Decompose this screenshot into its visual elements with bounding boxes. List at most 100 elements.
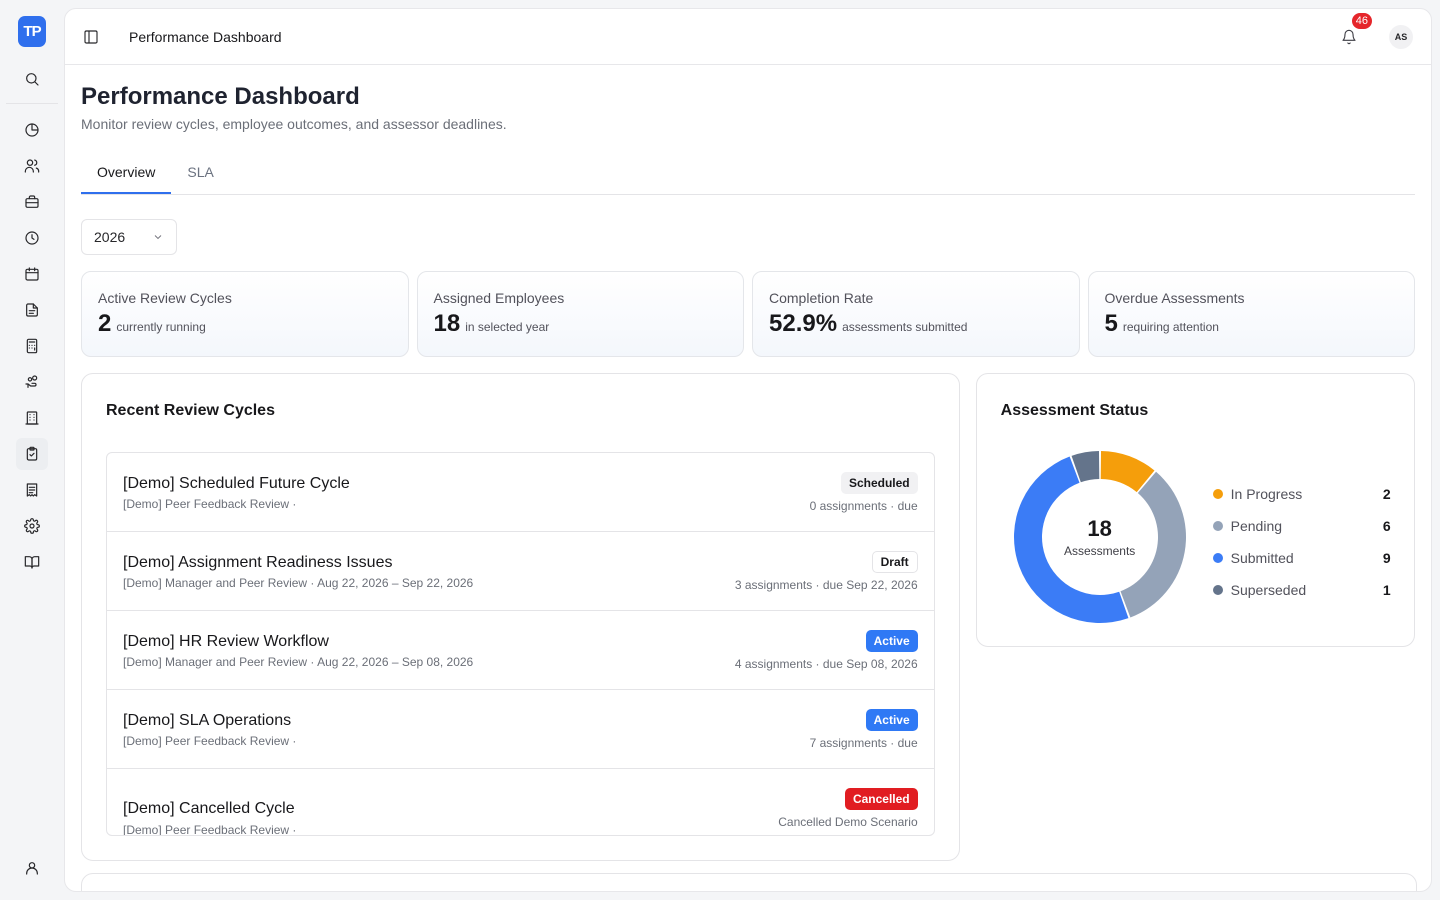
list-item[interactable]: [Demo] HR Review Workflow [Demo] Manager… xyxy=(107,611,934,690)
page-title: Performance Dashboard xyxy=(81,83,360,110)
cycle-name: [Demo] HR Review Workflow xyxy=(123,633,329,650)
settings-icon[interactable] xyxy=(16,510,48,542)
stat-card-completion-rate: Completion Rate 52.9% assessments submitt… xyxy=(752,271,1080,357)
legend-label: Submitted xyxy=(1230,550,1294,566)
stat-desc: in selected year xyxy=(465,320,550,334)
users-icon[interactable] xyxy=(16,150,48,182)
receipt-icon[interactable] xyxy=(16,474,48,506)
legend-dot xyxy=(1212,489,1223,499)
cycle-assignments: 3 assignments · due Sep 22, 2026 xyxy=(734,578,918,592)
cycle-meta: [Demo] Peer Feedback Review · xyxy=(123,823,297,836)
calculator-icon[interactable] xyxy=(16,330,48,362)
stat-value: 5 xyxy=(1104,310,1118,337)
user-profile-icon[interactable] xyxy=(16,852,48,884)
cycle-assignments: 0 assignments · due xyxy=(809,499,918,513)
donut-center: 18 Assessments xyxy=(1013,450,1187,624)
stat-desc: requiring attention xyxy=(1122,320,1219,334)
stat-label: Completion Rate xyxy=(769,290,874,306)
stat-label: Overdue Assessments xyxy=(1104,290,1245,306)
stat-label: Assigned Employees xyxy=(433,290,565,306)
tab-bar: Overview SLA xyxy=(81,151,1415,195)
search-icon[interactable] xyxy=(16,63,48,95)
clipboard-check-icon[interactable] xyxy=(16,438,48,470)
stat-value: 52.9% xyxy=(769,310,838,337)
status-badge: Active xyxy=(865,630,918,652)
donut-slice-pending[interactable] xyxy=(1120,471,1186,618)
legend-value: 6 xyxy=(1382,518,1391,534)
topbar-title: Performance Dashboard xyxy=(129,28,282,45)
cycle-name: [Demo] SLA Operations xyxy=(123,712,292,729)
legend-item: Submitted 9 xyxy=(1212,542,1391,574)
bell-icon[interactable] xyxy=(1339,27,1359,47)
stat-desc: assessments submitted xyxy=(842,320,968,334)
donut-chart: 18 Assessments xyxy=(1013,450,1187,624)
assessment-status-card: Assessment Status 18 Assessments In Prog… xyxy=(975,373,1415,647)
list-item[interactable]: [Demo] Cancelled Cycle [Demo] Peer Feedb… xyxy=(107,769,934,836)
page-subtitle: Monitor review cycles, employee outcomes… xyxy=(81,116,507,132)
cycle-meta: [Demo] Manager and Peer Review · Aug 22,… xyxy=(123,576,474,590)
legend-dot xyxy=(1212,553,1223,563)
list-item[interactable]: [Demo] Assignment Readiness Issues [Demo… xyxy=(107,532,934,611)
chevron-down-icon xyxy=(154,235,162,240)
legend-label: Pending xyxy=(1230,518,1283,534)
sidebar-divider xyxy=(6,103,58,104)
notification-count-badge: 46 xyxy=(1350,12,1373,30)
year-select-value: 2026 xyxy=(94,229,126,245)
avatar[interactable]: AS xyxy=(1389,25,1413,49)
cycle-assignments: Cancelled Demo Scenario xyxy=(778,815,918,829)
list-item[interactable]: [Demo] Scheduled Future Cycle [Demo] Pee… xyxy=(107,453,934,532)
cycle-assignments: 7 assignments · due xyxy=(809,736,918,750)
legend-value: 9 xyxy=(1382,550,1391,566)
cycle-assignments: 4 assignments · due Sep 08, 2026 xyxy=(734,657,918,671)
sidebar: TP xyxy=(0,0,64,900)
card-title: Recent Review Cycles xyxy=(106,402,275,419)
building-icon[interactable] xyxy=(16,402,48,434)
status-badge: Active xyxy=(865,709,918,731)
stat-label: Active Review Cycles xyxy=(98,290,232,306)
cycle-meta: [Demo] Manager and Peer Review · Aug 22,… xyxy=(123,655,474,669)
app-logo[interactable]: TP xyxy=(18,16,46,47)
dashboard-row: Recent Review Cycles [Demo] Scheduled Fu… xyxy=(81,373,1415,861)
stats-row: Active Review Cycles 2 currently running … xyxy=(81,271,1415,357)
next-card xyxy=(81,873,1417,891)
year-select[interactable]: 2026 xyxy=(81,219,177,255)
page-content: Performance Dashboard Monitor review cyc… xyxy=(65,65,1431,861)
tab-overview[interactable]: Overview xyxy=(81,151,172,194)
cycle-meta: [Demo] Peer Feedback Review · xyxy=(123,497,297,511)
cycle-name: [Demo] Assignment Readiness Issues xyxy=(123,554,393,571)
chart-legend: In Progress 2 Pending 6 Submitted 9 xyxy=(1212,478,1391,606)
cycle-name: [Demo] Scheduled Future Cycle xyxy=(123,475,350,492)
legend-value: 2 xyxy=(1382,486,1391,502)
list-item[interactable]: [Demo] SLA Operations [Demo] Peer Feedba… xyxy=(107,690,934,769)
tab-sla[interactable]: SLA xyxy=(187,164,214,180)
status-badge: Draft xyxy=(871,551,918,573)
clock-icon[interactable] xyxy=(16,222,48,254)
legend-item: Pending 6 xyxy=(1212,510,1391,542)
pie-chart-icon[interactable] xyxy=(16,114,48,146)
legend-value: 1 xyxy=(1382,582,1391,598)
recent-cycles-card: Recent Review Cycles [Demo] Scheduled Fu… xyxy=(81,373,960,861)
cycle-meta: [Demo] Peer Feedback Review · xyxy=(123,734,297,748)
legend-dot xyxy=(1212,585,1223,595)
donut-slice-superseded[interactable] xyxy=(1071,451,1099,483)
legend-item: Superseded 1 xyxy=(1212,574,1391,606)
sidebar-toggle-icon[interactable] xyxy=(81,27,101,47)
stat-card-active-cycles: Active Review Cycles 2 currently running xyxy=(81,271,409,357)
stat-card-assigned-employees: Assigned Employees 18 in selected year xyxy=(416,271,744,357)
donut-slice-submitted[interactable] xyxy=(1013,456,1129,624)
calendar-icon[interactable] xyxy=(16,258,48,290)
briefcase-icon[interactable] xyxy=(16,186,48,218)
file-text-icon[interactable] xyxy=(16,294,48,326)
donut-total: 18 xyxy=(1087,516,1112,541)
donut-total-label: Assessments xyxy=(1063,544,1136,558)
legend-item: In Progress 2 xyxy=(1212,478,1391,510)
donut-slice-in-progress[interactable] xyxy=(1100,451,1155,493)
book-open-icon[interactable] xyxy=(16,546,48,578)
legend-label: In Progress xyxy=(1230,486,1303,502)
cycle-list[interactable]: [Demo] Scheduled Future Cycle [Demo] Pee… xyxy=(106,452,935,836)
status-badge: Cancelled xyxy=(844,788,918,810)
hand-coins-icon[interactable] xyxy=(16,366,48,398)
donut-svg xyxy=(1013,451,1186,624)
cycle-name: [Demo] Cancelled Cycle xyxy=(123,800,295,817)
status-badge: Scheduled xyxy=(840,472,918,494)
